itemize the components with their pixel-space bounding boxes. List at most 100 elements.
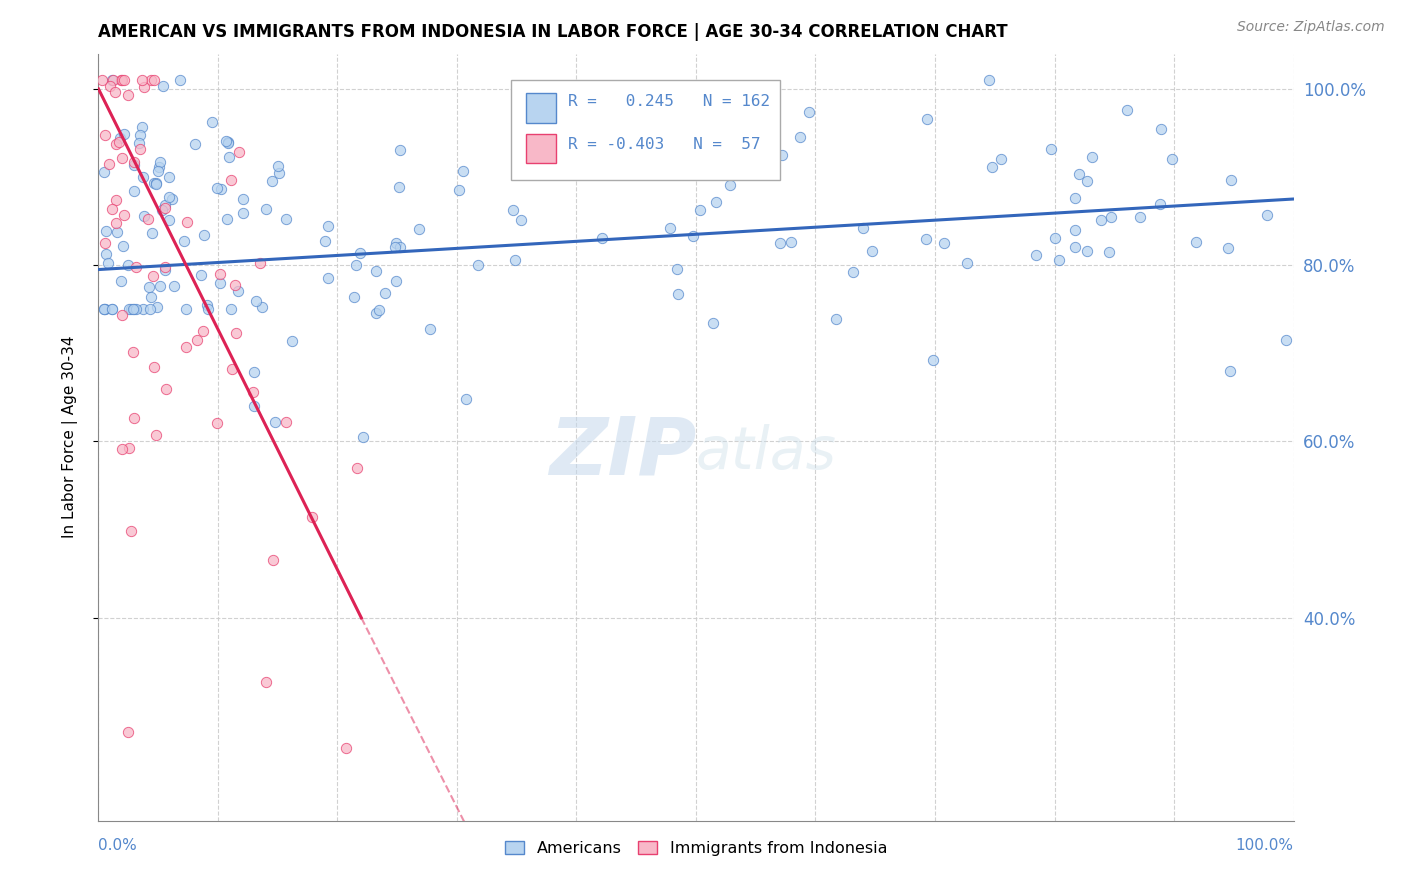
- Point: [447, 183, 470, 197]
- Point: [134, 209, 156, 223]
- Point: [129, 142, 152, 156]
- Point: [122, 158, 145, 172]
- Point: [364, 305, 387, 319]
- Point: [343, 289, 366, 303]
- Text: Source: ZipAtlas.com: Source: ZipAtlas.com: [1237, 20, 1385, 34]
- Point: [148, 160, 170, 174]
- Point: [281, 334, 304, 348]
- Point: [117, 258, 139, 272]
- Point: [111, 442, 134, 457]
- Text: ZIP: ZIP: [548, 413, 696, 491]
- Point: [301, 510, 323, 524]
- Text: atlas: atlas: [696, 424, 837, 481]
- Point: [157, 213, 180, 227]
- Point: [186, 333, 208, 347]
- Point: [262, 174, 284, 188]
- Point: [367, 303, 389, 318]
- Point: [112, 208, 135, 222]
- Point: [110, 151, 132, 165]
- Point: [112, 127, 135, 141]
- Point: [217, 136, 239, 151]
- Point: [505, 253, 527, 268]
- Point: [254, 202, 277, 216]
- Point: [385, 235, 408, 250]
- Point: [139, 290, 162, 304]
- Point: [121, 344, 143, 359]
- Point: [225, 326, 247, 340]
- Point: [121, 302, 143, 317]
- Point: [352, 430, 374, 444]
- Point: [142, 177, 165, 191]
- Point: [145, 178, 167, 192]
- Point: [145, 176, 167, 190]
- Point: [103, 73, 125, 87]
- Point: [316, 219, 339, 234]
- Point: [384, 240, 406, 254]
- Point: [218, 150, 240, 164]
- Point: [419, 322, 441, 336]
- Point: [101, 302, 124, 317]
- Point: [105, 193, 128, 207]
- Point: [1219, 364, 1241, 378]
- FancyBboxPatch shape: [510, 80, 779, 180]
- Point: [129, 128, 152, 142]
- Point: [91, 73, 114, 87]
- Text: R =   0.245   N = 162: R = 0.245 N = 162: [568, 95, 770, 110]
- Point: [276, 211, 298, 226]
- Point: [852, 221, 875, 235]
- Point: [104, 216, 127, 230]
- Point: [658, 221, 681, 235]
- Point: [860, 244, 883, 259]
- Point: [209, 182, 232, 196]
- Point: [94, 224, 117, 238]
- Point: [842, 265, 865, 279]
- Point: [242, 384, 264, 399]
- Point: [112, 238, 135, 252]
- Point: [118, 441, 141, 455]
- Point: [915, 112, 938, 127]
- Point: [190, 268, 212, 282]
- Point: [93, 302, 115, 317]
- Point: [122, 302, 145, 317]
- Point: [163, 279, 186, 293]
- Point: [263, 415, 285, 429]
- Point: [1064, 223, 1087, 237]
- Point: [138, 212, 160, 227]
- Point: [219, 302, 242, 317]
- Point: [193, 324, 215, 338]
- Point: [105, 136, 128, 151]
- Point: [666, 287, 689, 301]
- Point: [562, 162, 585, 177]
- Point: [769, 235, 792, 250]
- Point: [152, 78, 174, 93]
- Point: [779, 235, 801, 249]
- Point: [124, 184, 146, 198]
- Point: [245, 294, 267, 309]
- Point: [704, 194, 727, 209]
- Point: [591, 231, 613, 245]
- Point: [195, 297, 218, 311]
- Point: [176, 215, 198, 229]
- Point: [197, 302, 219, 317]
- Point: [1216, 241, 1239, 255]
- Point: [142, 268, 165, 283]
- Point: [120, 302, 142, 317]
- Point: [932, 236, 955, 251]
- Point: [276, 415, 298, 429]
- Point: [217, 135, 239, 149]
- Point: [132, 79, 155, 94]
- Point: [110, 273, 132, 287]
- Point: [104, 85, 127, 99]
- Point: [388, 240, 411, 254]
- Point: [141, 226, 163, 240]
- Point: [208, 267, 231, 281]
- Point: [243, 365, 266, 379]
- Point: [98, 156, 121, 170]
- Text: 0.0%: 0.0%: [98, 838, 138, 854]
- Point: [335, 741, 357, 756]
- Point: [93, 128, 115, 142]
- Point: [349, 245, 371, 260]
- Point: [1116, 103, 1139, 117]
- Point: [228, 284, 250, 298]
- Point: [652, 167, 675, 181]
